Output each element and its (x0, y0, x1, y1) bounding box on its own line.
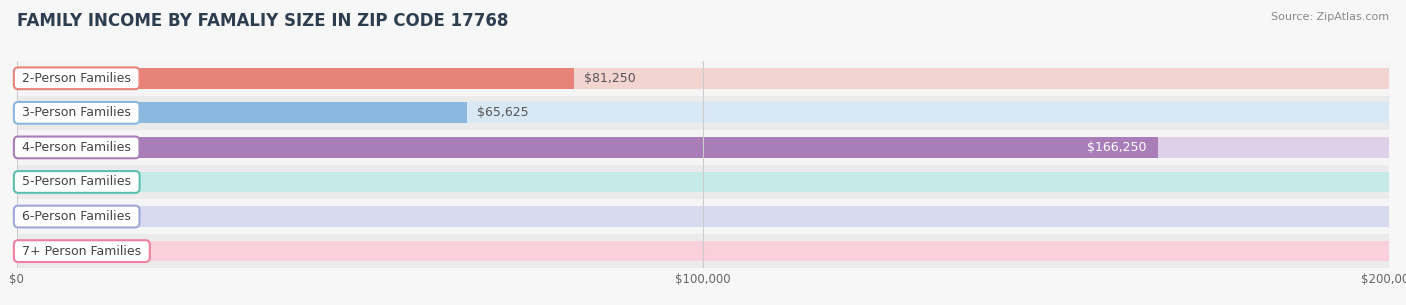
Bar (17, 199, 1389, 234)
Text: $81,250: $81,250 (583, 72, 636, 85)
Text: 4-Person Families: 4-Person Families (18, 141, 135, 154)
Text: Source: ZipAtlas.com: Source: ZipAtlas.com (1271, 12, 1389, 22)
Bar (17, 102, 1389, 123)
Bar (17, 95, 1389, 130)
Text: $166,250: $166,250 (1087, 141, 1146, 154)
Bar (17, 206, 1389, 227)
Bar (17, 130, 1389, 165)
Text: $0: $0 (60, 210, 77, 223)
Bar (17, 137, 1389, 158)
Bar (17, 102, 467, 123)
Text: $0: $0 (60, 175, 77, 188)
Text: $65,625: $65,625 (477, 106, 529, 119)
Text: 7+ Person Families: 7+ Person Families (18, 245, 145, 258)
Text: FAMILY INCOME BY FAMALIY SIZE IN ZIP CODE 17768: FAMILY INCOME BY FAMALIY SIZE IN ZIP COD… (17, 12, 508, 30)
Bar (17, 206, 51, 227)
Bar (17, 68, 1389, 89)
Text: $0: $0 (60, 245, 77, 258)
Bar (17, 172, 51, 192)
Text: 5-Person Families: 5-Person Families (18, 175, 135, 188)
Text: 6-Person Families: 6-Person Families (18, 210, 135, 223)
Text: 3-Person Families: 3-Person Families (18, 106, 135, 119)
Bar (17, 172, 1389, 192)
Bar (17, 241, 1389, 261)
Text: 2-Person Families: 2-Person Families (18, 72, 135, 85)
Bar (17, 234, 1389, 268)
Bar (17, 165, 1389, 199)
Bar (17, 61, 1389, 95)
Bar (17, 68, 575, 89)
Bar (17, 241, 51, 261)
Bar (17, 137, 1157, 158)
